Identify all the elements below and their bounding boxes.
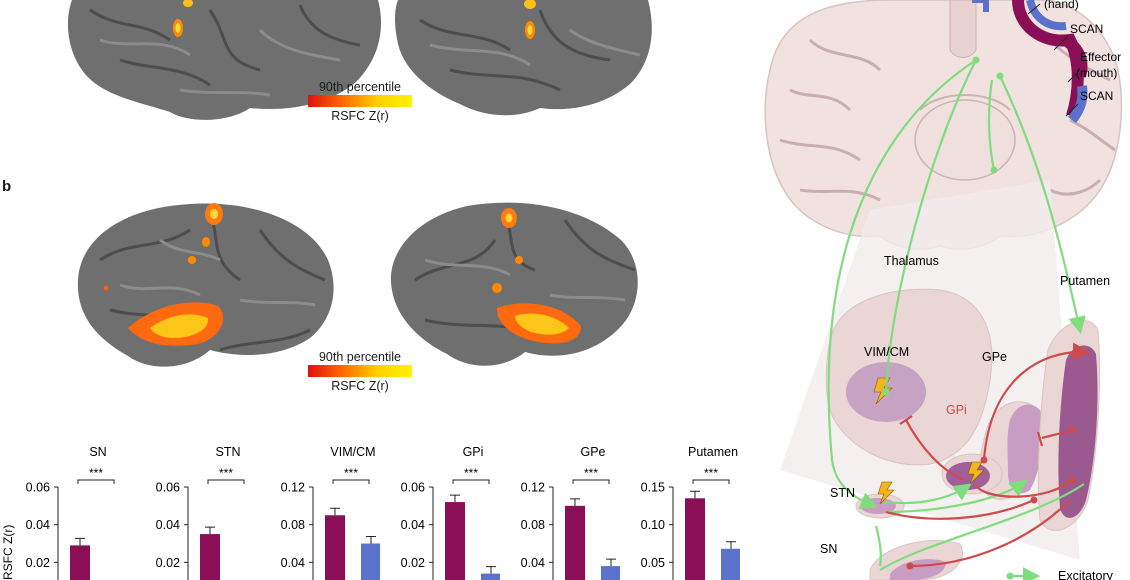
significance-label: ***: [89, 466, 103, 480]
y-tick-label: 0.15: [641, 481, 665, 495]
bar-series-1: [70, 545, 90, 580]
brain-right-b: [390, 202, 638, 366]
bar-chart-stn: STN *** 0.06 0.04 0.02: [156, 445, 245, 580]
significance-label: ***: [219, 466, 233, 480]
y-tick-label: 0.02: [401, 556, 425, 570]
y-tick-label: 0.06: [156, 481, 180, 495]
y-tick-label: 0.06: [401, 481, 425, 495]
y-tick-label: 0.05: [641, 556, 665, 570]
brain-right-a: [395, 0, 652, 116]
lightning-icon: [967, 461, 985, 485]
error-bar: [486, 566, 496, 574]
bar-chart-putamen: Putamen *** 0.15 0.10 0.05: [641, 445, 740, 580]
bar-series-1: [325, 515, 345, 580]
chart-title: SN: [89, 445, 106, 459]
bar-chart-gpi: GPi *** 0.06 0.04 0.02: [401, 445, 500, 580]
label-effector: Effector: [1080, 50, 1121, 64]
label-mouth: (mouth): [1076, 66, 1117, 80]
y-tick-label: 0.02: [156, 556, 180, 570]
colorbar-a-bottom-label: RSFC Z(r): [331, 109, 389, 123]
chart-title: STN: [216, 445, 241, 459]
brain-left-b: [77, 203, 334, 367]
bar-series-1: [200, 534, 220, 580]
label-putamen: Putamen: [1060, 274, 1110, 288]
error-bar: [75, 537, 85, 546]
error-bar: [570, 498, 580, 506]
colorbar-b-top-label: 90th percentile: [318, 350, 401, 364]
label-scan-2: SCAN: [1080, 89, 1113, 103]
gpi-nucleus: [946, 462, 990, 490]
chart-title: GPi: [463, 445, 484, 459]
label-sn: SN: [820, 542, 837, 556]
brain-left-a: [67, 0, 382, 120]
excitatory-pathways: [827, 59, 1086, 580]
bar-series-1: [685, 498, 705, 580]
label-stn: STN: [830, 486, 855, 500]
error-bar: [330, 507, 340, 516]
error-bar: [726, 541, 736, 549]
bar-chart-gpe: GPe *** 0.12 0.08 0.04: [521, 445, 620, 580]
pathway-endpoints: [882, 56, 1076, 580]
y-tick-label: 0.12: [281, 481, 305, 495]
y-tick-label: 0.04: [156, 518, 180, 532]
error-bar: [690, 490, 700, 499]
label-thalamus: Thalamus: [884, 254, 939, 268]
y-tick-label: 0.12: [521, 481, 545, 495]
significance-bracket: [572, 479, 610, 484]
significance-label: ***: [344, 466, 358, 480]
colorbar-a: [308, 95, 412, 107]
y-tick-label: 0.06: [26, 481, 50, 495]
gpe-nucleus: [1007, 404, 1043, 494]
y-tick-label: 0.04: [521, 556, 545, 570]
error-bar: [205, 526, 215, 535]
significance-bracket: [77, 479, 115, 484]
y-tick-label: 0.08: [281, 518, 305, 532]
y-tick-label: 0.08: [521, 518, 545, 532]
colorbar-b-bottom-label: RSFC Z(r): [331, 379, 389, 393]
label-hand: (hand): [1044, 0, 1079, 11]
bar-series-2: [361, 543, 380, 580]
significance-label: ***: [704, 466, 718, 480]
significance-bracket: [207, 479, 245, 484]
inhibitory-pathways: [885, 342, 1091, 568]
colorbar-a-top-label: 90th percentile: [318, 80, 401, 94]
panel-b-letter: b: [2, 178, 12, 195]
y-tick-label: 0.10: [641, 518, 665, 532]
significance-bracket: [332, 479, 370, 484]
label-scan-1: SCAN: [1070, 22, 1103, 36]
y-tick-label: 0.02: [26, 556, 50, 570]
error-bar: [606, 558, 616, 567]
significance-label: ***: [464, 466, 478, 480]
bar-chart-vim-cm: VIM/CM *** 0.12 0.08 0.04: [281, 445, 380, 580]
y-axis-label: RSFC Z(r): [1, 525, 15, 580]
label-gpe: GPe: [982, 350, 1007, 364]
circuit-diagram: (hand) SCAN Effector (mouth) SCAN Thalam…: [764, 0, 1123, 580]
bar-series-2: [721, 548, 740, 580]
error-bar: [450, 494, 460, 503]
significance-bracket: [692, 479, 730, 484]
bar-series-1: [565, 505, 585, 580]
bar-series-2: [601, 566, 620, 580]
error-bar: [366, 536, 376, 544]
colorbar-b: [308, 365, 412, 377]
bar-series-2: [481, 573, 500, 580]
bar-chart-sn: SN *** 0.06 0.04 0.02 RSFC Z(r): [1, 445, 115, 580]
label-vim-cm: VIM/CM: [864, 345, 909, 359]
chart-title: VIM/CM: [330, 445, 375, 459]
legend-excitatory: Excitatory: [1058, 569, 1114, 580]
chart-title: GPe: [580, 445, 605, 459]
y-tick-label: 0.04: [281, 556, 305, 570]
putamen-nucleus: [1058, 345, 1098, 518]
chart-title: Putamen: [688, 445, 738, 459]
label-gpi: GPi: [946, 403, 967, 417]
y-tick-label: 0.04: [26, 518, 50, 532]
significance-bracket: [452, 479, 490, 484]
lightning-icon: [877, 481, 895, 505]
significance-label: ***: [584, 466, 598, 480]
bar-series-1: [445, 502, 465, 580]
y-tick-label: 0.04: [401, 518, 425, 532]
